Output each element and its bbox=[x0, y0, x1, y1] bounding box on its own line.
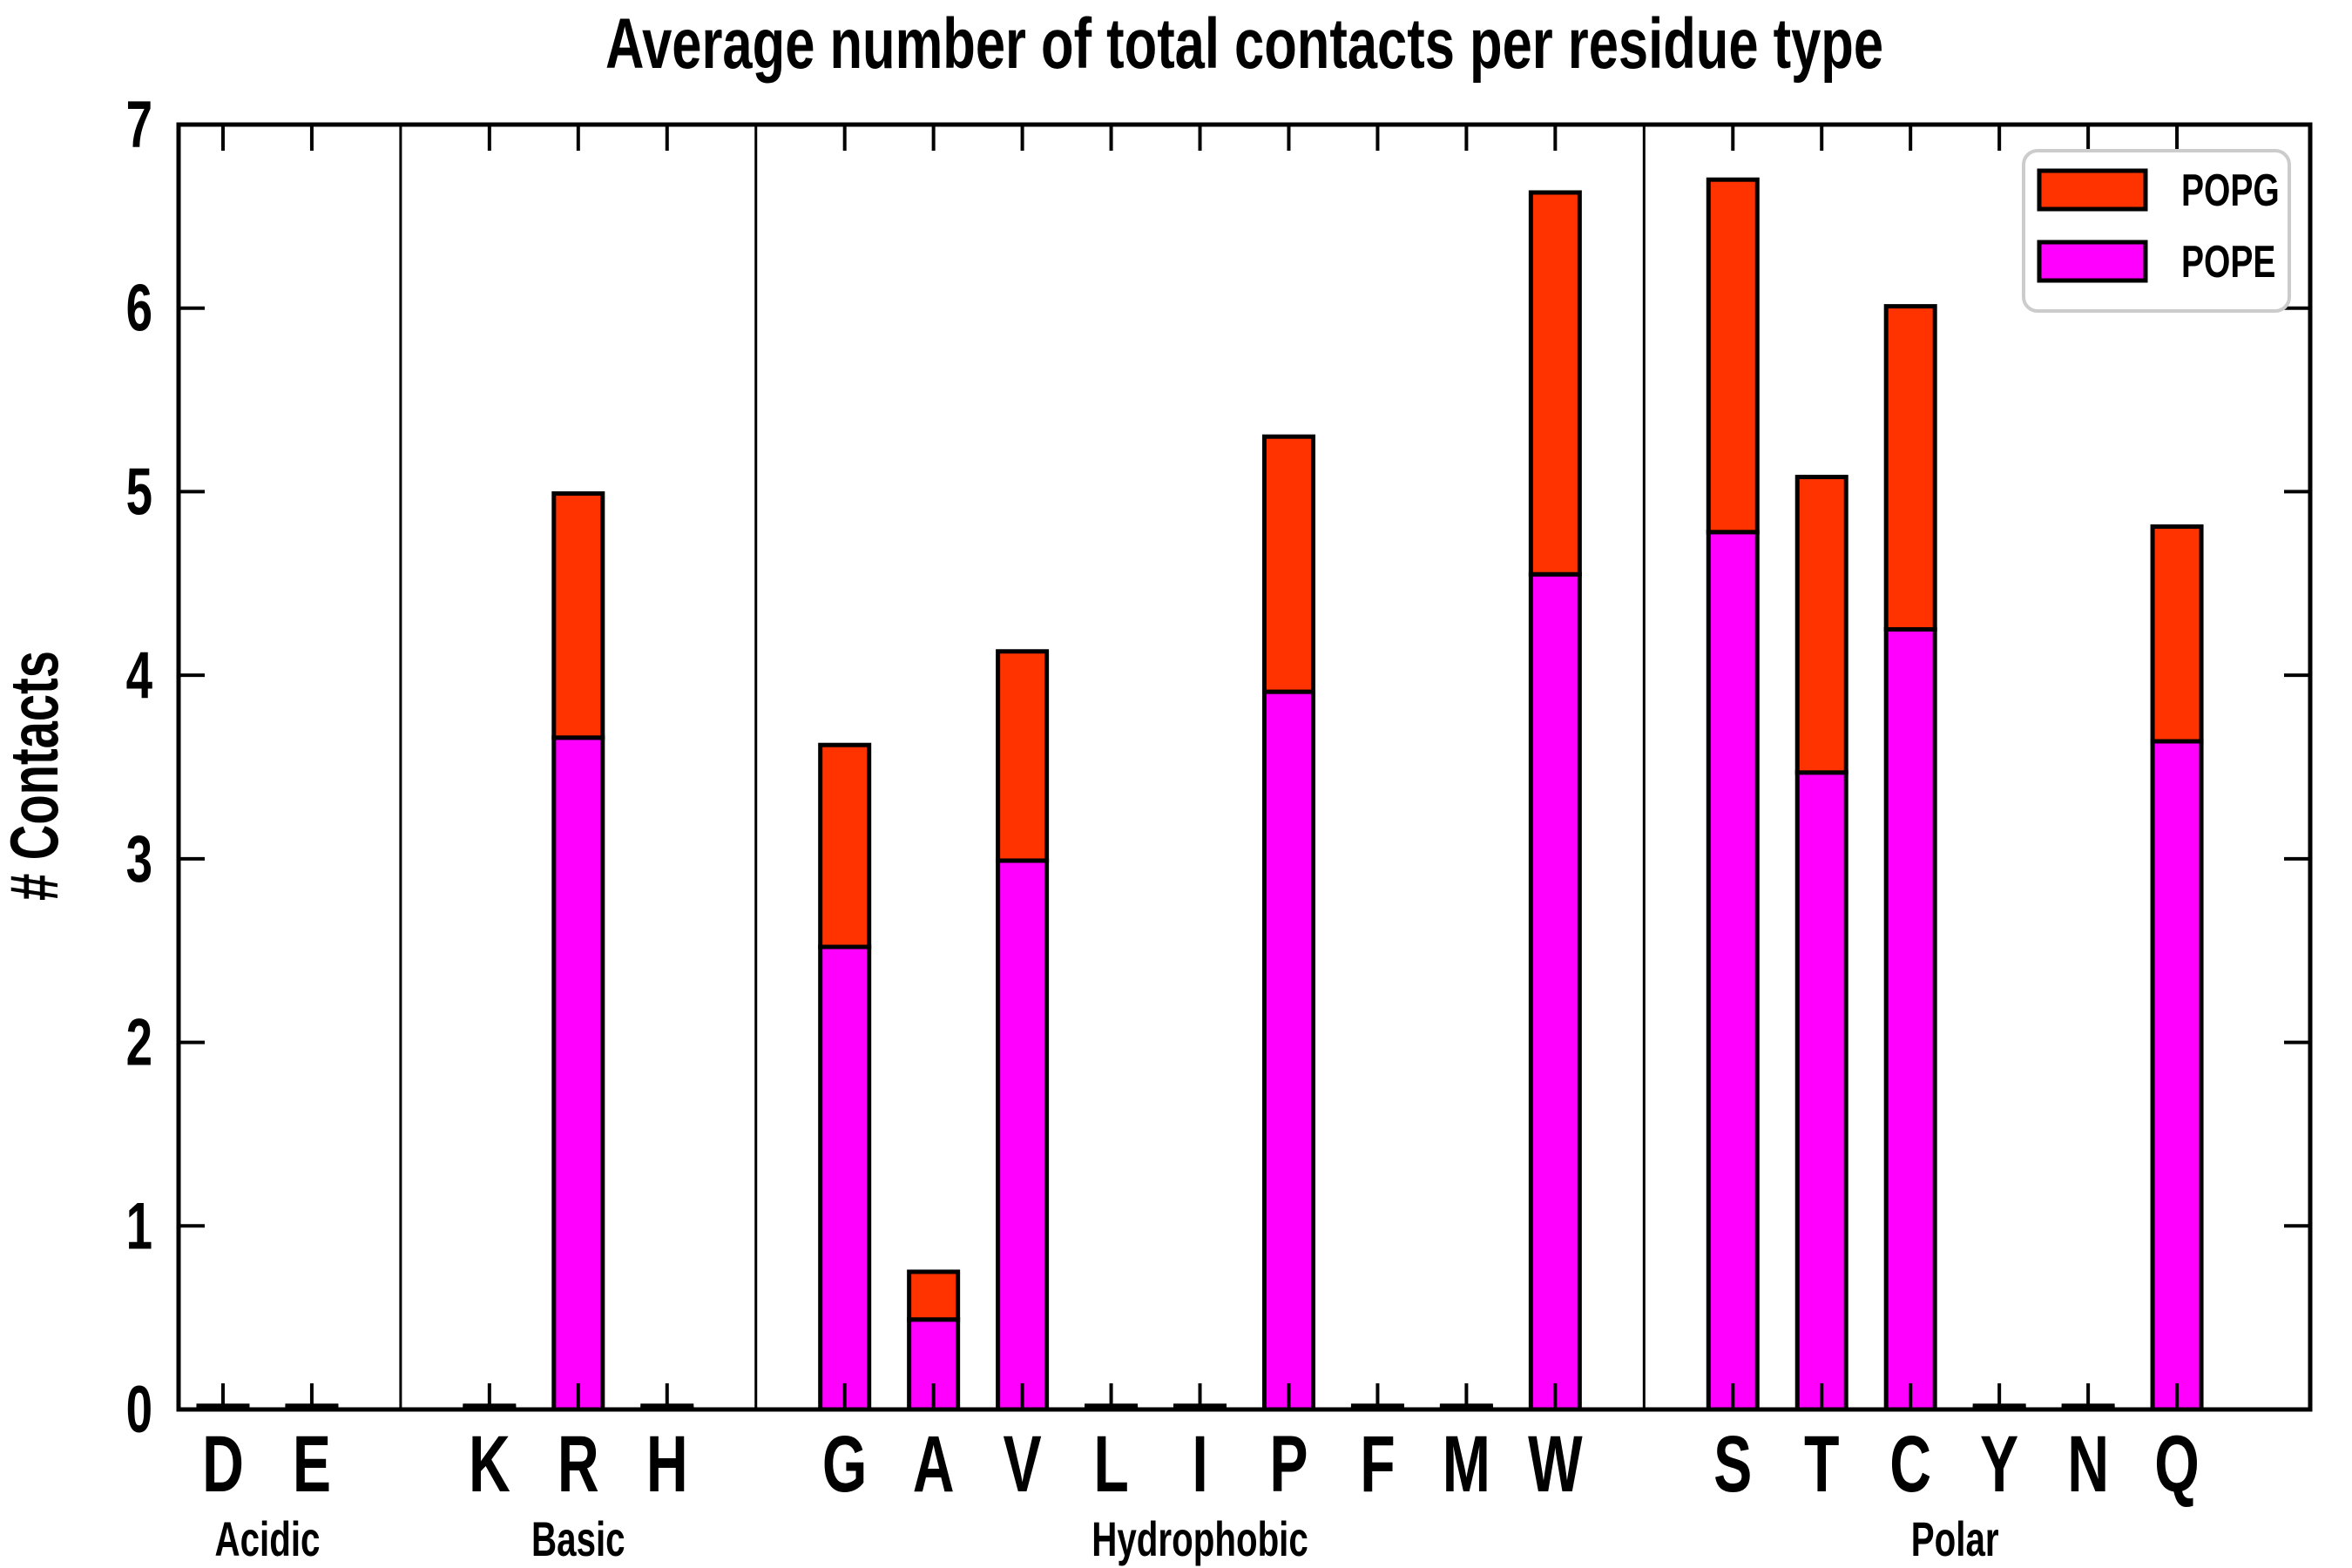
bar-POPE-P bbox=[1261, 689, 1315, 1412]
bar-POPE-Q bbox=[2150, 739, 2204, 1412]
bar-POPE-C bbox=[1883, 626, 1937, 1412]
legend-label-POPG: POPG bbox=[2181, 164, 2280, 215]
y-axis-label: # Contacts bbox=[0, 651, 72, 901]
bar-POPG-S bbox=[1706, 177, 1760, 535]
residue-label-P: P bbox=[1269, 1418, 1308, 1508]
residue-label-M: M bbox=[1443, 1418, 1490, 1508]
bar-POPE-S bbox=[1706, 530, 1760, 1412]
y-tick-label-2: 2 bbox=[126, 1006, 152, 1080]
legend-swatch-POPG bbox=[2037, 168, 2148, 212]
bar-POPG-A bbox=[907, 1269, 961, 1322]
group-label-Polar: Polar bbox=[1911, 1513, 1999, 1567]
chart-title: Average number of total contacts per res… bbox=[605, 3, 1883, 84]
residue-label-T: T bbox=[1804, 1418, 1839, 1508]
bar-POPE-V bbox=[996, 858, 1050, 1412]
bar-POPE-W bbox=[1528, 571, 1582, 1412]
plot-frame bbox=[176, 122, 2313, 1412]
y-tick-label-7: 7 bbox=[126, 88, 152, 162]
residue-label-V: V bbox=[1004, 1418, 1042, 1508]
residue-label-R: R bbox=[558, 1418, 599, 1508]
bar-POPE-G bbox=[818, 944, 872, 1412]
y-tick-label-3: 3 bbox=[126, 822, 152, 896]
bar-POPG-Q bbox=[2150, 524, 2204, 744]
y-tick-label-1: 1 bbox=[126, 1190, 152, 1264]
residue-label-E: E bbox=[293, 1418, 331, 1508]
residue-label-F: F bbox=[1360, 1418, 1395, 1508]
residue-label-D: D bbox=[202, 1418, 244, 1508]
bar-POPE-R bbox=[551, 735, 605, 1412]
bar-POPE-T bbox=[1794, 770, 1848, 1412]
residue-label-Q: Q bbox=[2154, 1418, 2200, 1508]
residue-label-Y: Y bbox=[1980, 1418, 2018, 1508]
bar-POPG-R bbox=[551, 491, 605, 740]
bar-POPG-G bbox=[818, 742, 872, 950]
y-tick-label-5: 5 bbox=[126, 456, 152, 530]
residue-label-K: K bbox=[469, 1418, 510, 1508]
legend-label-POPE: POPE bbox=[2181, 235, 2275, 287]
residue-label-A: A bbox=[913, 1418, 955, 1508]
y-tick-label-4: 4 bbox=[126, 639, 153, 713]
bar-POPG-T bbox=[1794, 475, 1848, 775]
group-label-Basic: Basic bbox=[531, 1513, 625, 1567]
residue-label-C: C bbox=[1889, 1418, 1931, 1508]
residue-label-L: L bbox=[1093, 1418, 1128, 1508]
y-tick-label-6: 6 bbox=[126, 272, 152, 346]
group-label-Hydrophobic: Hydrophobic bbox=[1092, 1513, 1308, 1567]
bar-POPG-C bbox=[1883, 304, 1937, 632]
residue-label-G: G bbox=[822, 1418, 868, 1508]
residue-label-S: S bbox=[1713, 1418, 1752, 1508]
residue-label-H: H bbox=[646, 1418, 688, 1508]
y-tick-label-0: 0 bbox=[126, 1373, 152, 1447]
residue-label-I: I bbox=[1192, 1418, 1207, 1508]
group-label-Acidic: Acidic bbox=[214, 1513, 320, 1567]
bar-POPG-W bbox=[1528, 190, 1582, 577]
bar-POPG-P bbox=[1261, 434, 1315, 694]
residue-label-N: N bbox=[2067, 1418, 2109, 1508]
bar-POPG-V bbox=[996, 649, 1050, 863]
legend-swatch-POPE bbox=[2037, 240, 2148, 283]
residue-label-W: W bbox=[1528, 1418, 1583, 1508]
